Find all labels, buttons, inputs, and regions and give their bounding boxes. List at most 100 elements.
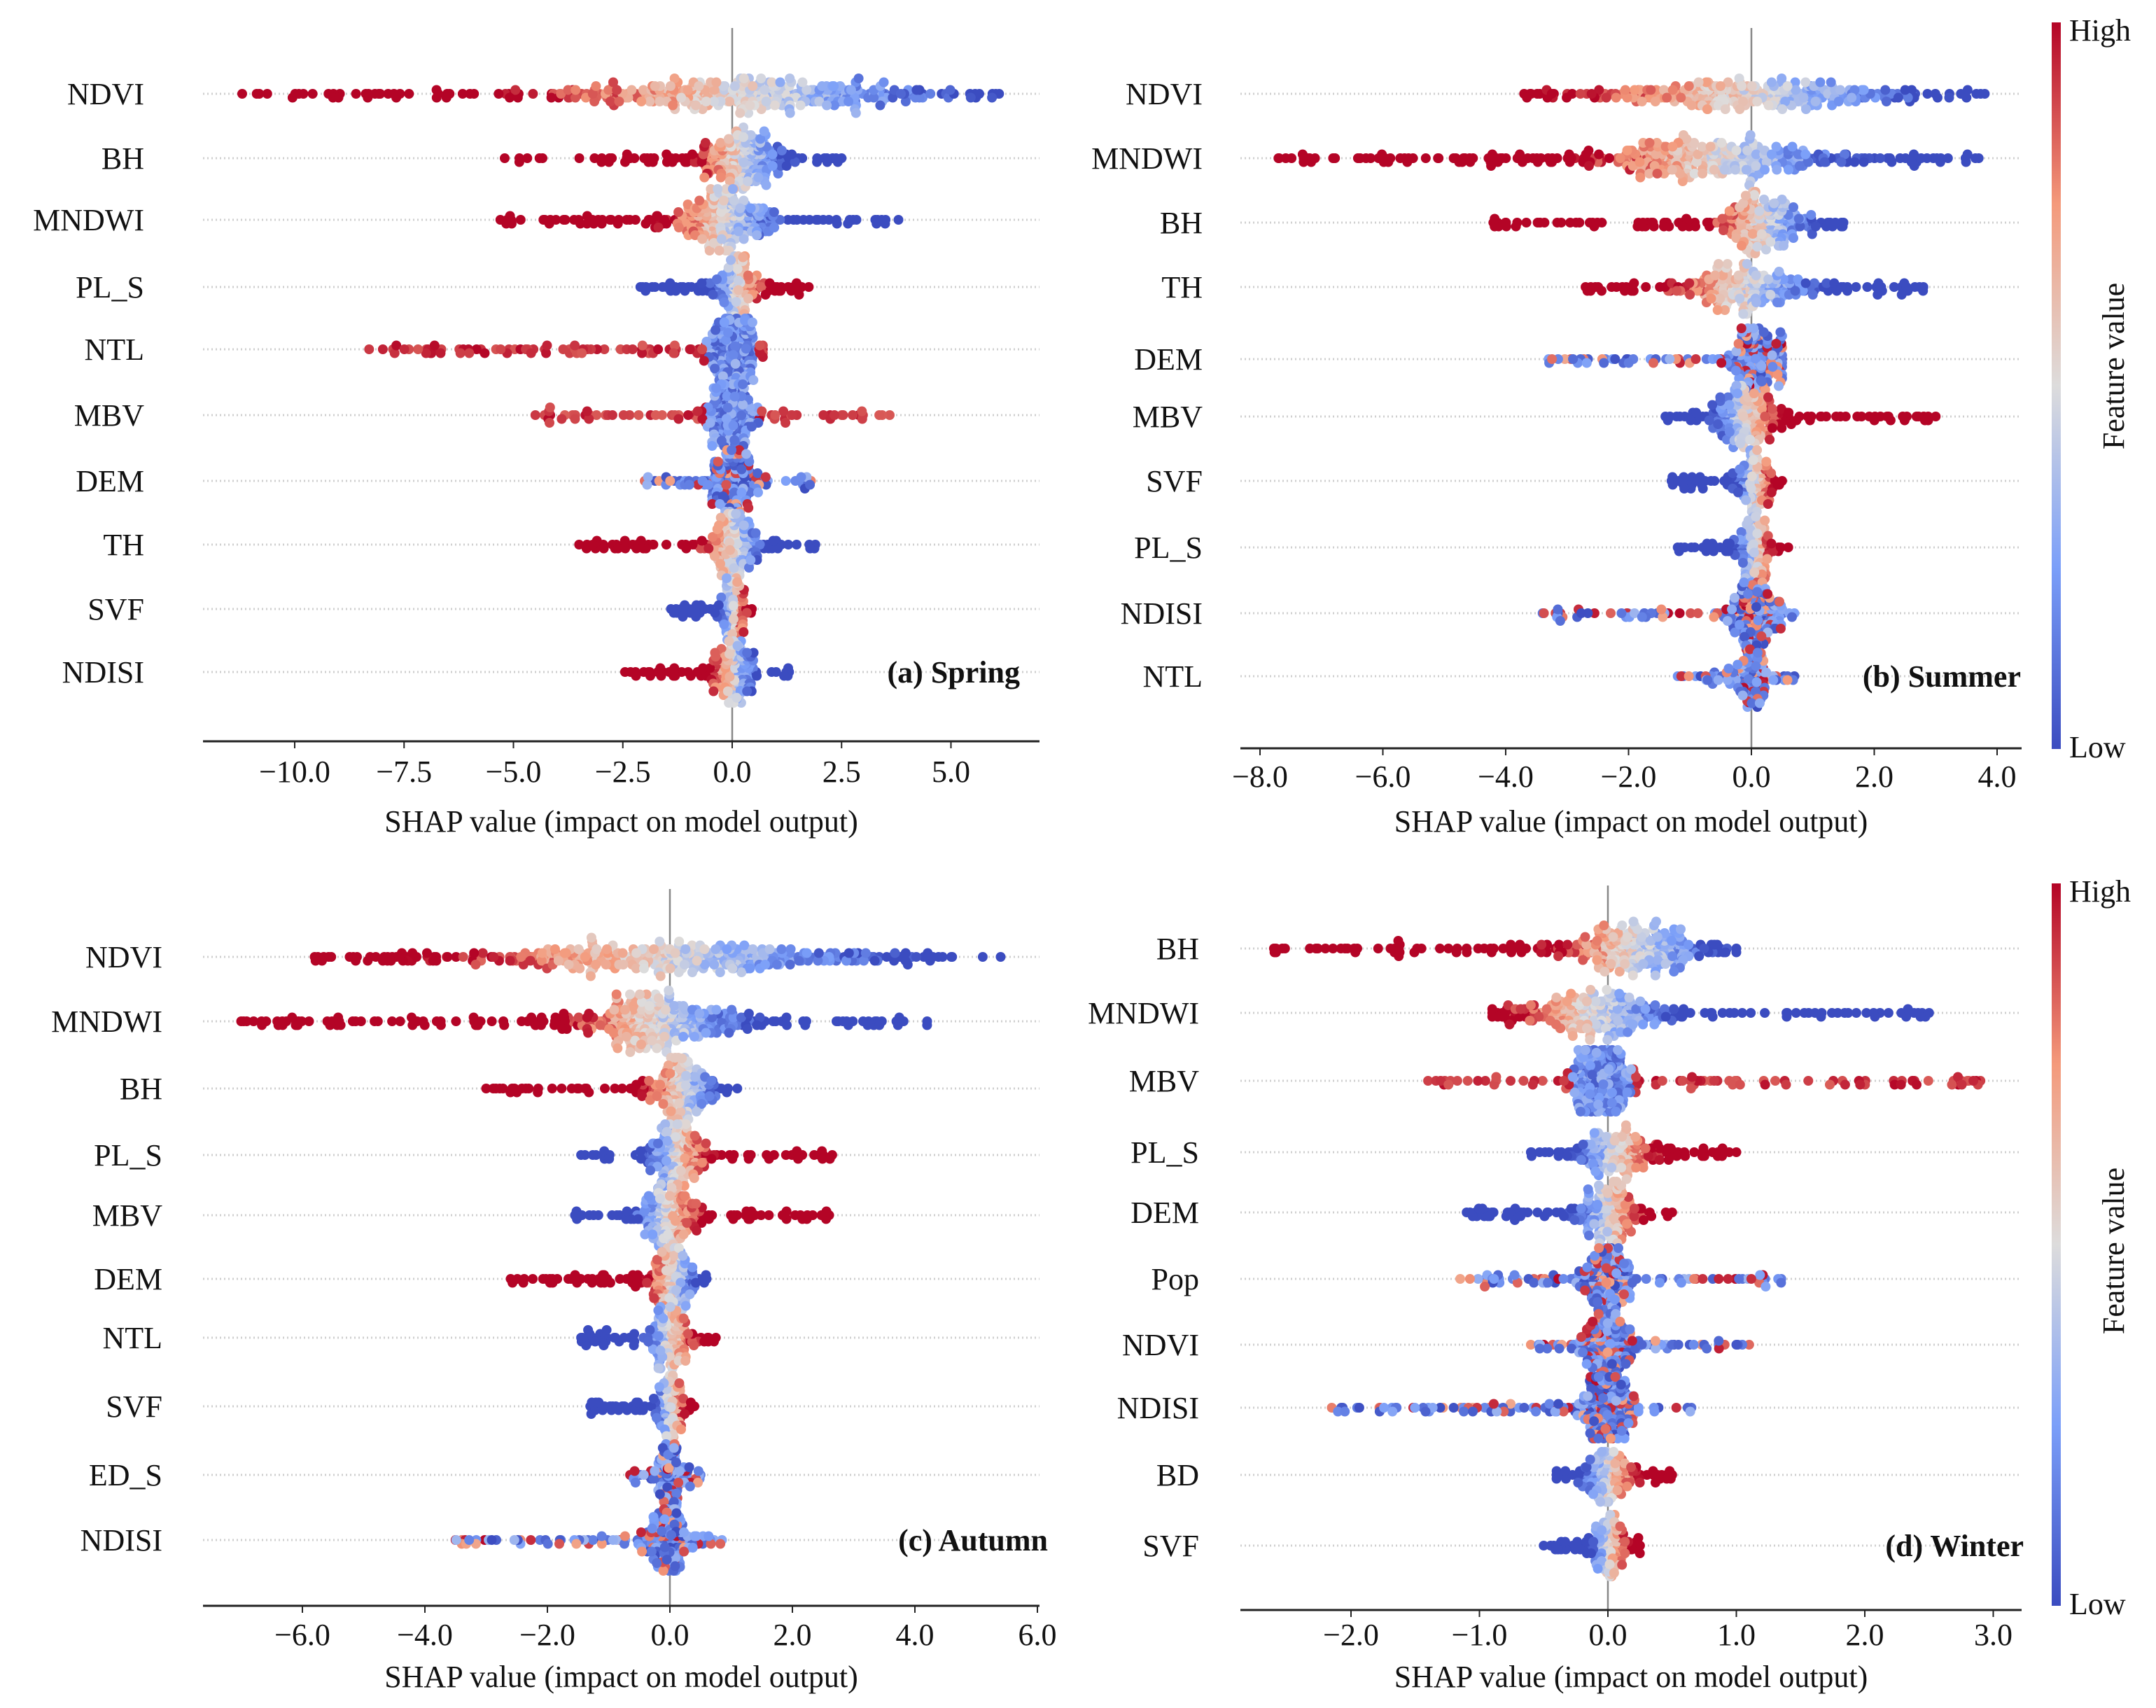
shap-point xyxy=(1733,339,1744,349)
x-tick-label: 5.0 xyxy=(932,755,970,789)
shap-point xyxy=(746,130,756,140)
shap-point xyxy=(687,540,698,550)
shap-point xyxy=(1698,169,1708,178)
shap-point xyxy=(811,215,821,225)
shap-point xyxy=(1521,218,1532,227)
shap-point xyxy=(1515,149,1525,160)
feature-label: MBV xyxy=(74,398,144,433)
shap-point xyxy=(1768,675,1779,685)
shap-point xyxy=(729,195,739,206)
shap-point xyxy=(643,472,653,482)
shap-point xyxy=(699,604,710,614)
shap-point xyxy=(1772,164,1782,175)
shap-point xyxy=(787,149,797,160)
shap-point xyxy=(1748,455,1758,465)
shap-point xyxy=(1751,298,1761,307)
shap-point xyxy=(1532,157,1543,167)
shap-point xyxy=(1774,596,1784,607)
shap-point xyxy=(1705,141,1716,152)
shap-point xyxy=(1771,339,1782,349)
feature-dots-th xyxy=(574,509,820,580)
shap-point xyxy=(1751,161,1761,171)
shap-point xyxy=(1599,358,1609,368)
shap-point xyxy=(1597,286,1606,296)
shap-point xyxy=(1724,206,1735,216)
shap-point xyxy=(1810,221,1821,232)
shap-point xyxy=(673,414,684,424)
shap-point xyxy=(1833,97,1844,106)
shap-point xyxy=(745,100,755,111)
shap-point xyxy=(1751,270,1761,281)
shap-point xyxy=(741,344,751,354)
x-tick-label: −6.0 xyxy=(1355,760,1411,794)
shap-point xyxy=(712,274,722,284)
shap-point xyxy=(1836,282,1847,292)
shap-point xyxy=(696,157,707,167)
shap-point xyxy=(738,379,748,389)
shap-point xyxy=(1851,282,1861,292)
shap-point xyxy=(1782,675,1793,685)
shap-point xyxy=(1742,259,1752,269)
shap-point xyxy=(1745,130,1756,140)
shap-point xyxy=(1767,350,1777,360)
shap-point xyxy=(1715,81,1726,91)
shap-point xyxy=(1664,221,1674,232)
shap-point xyxy=(724,649,734,659)
feature-label: BH xyxy=(102,141,144,176)
shap-point xyxy=(1786,419,1796,429)
shap-point xyxy=(1690,221,1700,232)
shap-point xyxy=(1765,237,1776,247)
shap-point xyxy=(1615,153,1625,163)
feature-label: SVF xyxy=(1146,464,1203,498)
shap-point xyxy=(698,149,708,160)
shap-point xyxy=(528,89,538,99)
shap-point xyxy=(1586,286,1596,296)
feature-dots-svf xyxy=(666,573,757,645)
shap-point xyxy=(1772,479,1783,490)
feature-dots-pl_s xyxy=(1672,512,1793,583)
x-tick-label: −2.0 xyxy=(1601,760,1657,794)
shap-point xyxy=(769,100,780,111)
shap-point xyxy=(1287,153,1297,163)
shap-point xyxy=(1704,415,1714,426)
shap-point xyxy=(1735,464,1745,475)
shap-point xyxy=(732,640,743,651)
shap-point xyxy=(464,348,475,358)
shap-point xyxy=(742,648,752,658)
shap-point xyxy=(724,176,735,186)
shap-point xyxy=(1724,427,1735,437)
shap-point xyxy=(767,149,778,160)
shap-point xyxy=(598,543,609,554)
shap-point xyxy=(364,344,374,354)
shap-point xyxy=(377,344,388,354)
shap-point xyxy=(1501,153,1511,163)
shap-point xyxy=(785,74,795,83)
panel-aspring: NDVIBHMNDWIPL_SNTLMBVDEMTHSVFNDISI−10.0−… xyxy=(33,28,1040,839)
shap-point xyxy=(1761,667,1772,678)
shap-point xyxy=(1709,612,1719,622)
shap-point xyxy=(1774,267,1784,276)
feature-label: NDISI xyxy=(62,655,144,690)
shap-point xyxy=(874,410,885,420)
shap-point xyxy=(1906,157,1917,167)
shap-point xyxy=(1732,388,1743,398)
shap-point xyxy=(760,85,770,95)
feature-dots-ndvi xyxy=(309,932,1006,981)
shap-point xyxy=(733,285,743,295)
shap-point xyxy=(1752,528,1763,539)
shap-point xyxy=(607,153,617,163)
shap-point xyxy=(596,218,607,229)
shap-point xyxy=(559,215,569,225)
shap-point xyxy=(1864,412,1875,421)
shap-point xyxy=(742,686,752,696)
shap-point xyxy=(694,81,704,91)
shap-point xyxy=(510,85,521,95)
shap-point xyxy=(1395,153,1406,163)
shap-point xyxy=(1749,388,1759,398)
shap-point xyxy=(685,344,695,354)
shap-point xyxy=(556,414,567,424)
shap-point xyxy=(832,157,843,167)
shap-point xyxy=(1756,377,1767,387)
feature-dots-ntl xyxy=(364,314,768,385)
